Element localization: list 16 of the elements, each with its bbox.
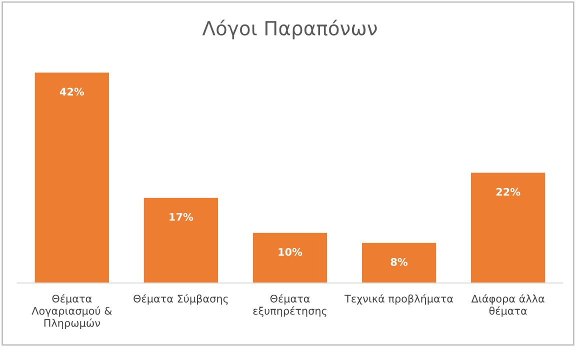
data-label: 17% bbox=[170, 212, 194, 221]
x-tick-label: Τεχνικά προβλήματα bbox=[344, 294, 454, 305]
x-tick-label: Θέματα εξυπηρέτησης bbox=[253, 294, 326, 317]
x-tick-label: Θέματα Σύμβασης bbox=[134, 294, 228, 305]
bar bbox=[362, 242, 436, 283]
data-label: 22% bbox=[496, 188, 520, 196]
bar bbox=[471, 172, 546, 283]
data-label: 10% bbox=[278, 248, 302, 256]
bar bbox=[144, 198, 218, 283]
bar bbox=[252, 232, 328, 283]
chart-title: Λόγοι Παραπόνων bbox=[202, 20, 377, 40]
x-tick-label: Θέματα Λογαριασμού & Πληρωμών bbox=[32, 294, 112, 329]
x-tick-label: Διάφορα άλλα θέματα bbox=[471, 294, 544, 317]
bar bbox=[34, 72, 109, 283]
data-label: 42% bbox=[60, 88, 84, 96]
data-label: 8% bbox=[390, 258, 408, 266]
